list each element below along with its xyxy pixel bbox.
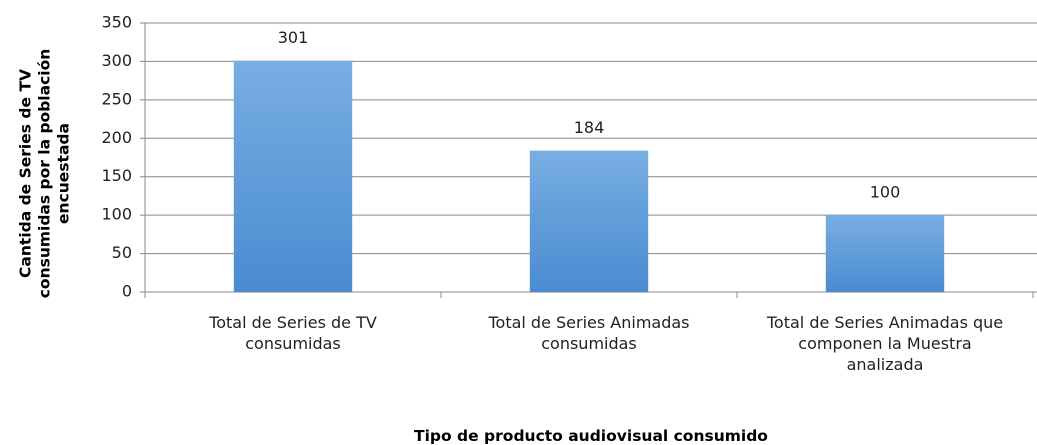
x-tick-label: Total de Series de TV consumidas — [209, 313, 377, 353]
x-tick-label: Total de Series Animadas que componen la… — [766, 313, 1004, 374]
y-axis-title: Cantida de Series de TV consumidas por l… — [16, 48, 73, 299]
y-tick-label: 50 — [112, 243, 132, 262]
y-tick-label: 350 — [101, 13, 132, 32]
y-tick-label: 100 — [101, 205, 132, 224]
x-axis-title: Tipo de producto audiovisual consumido — [414, 427, 768, 445]
y-tick-label: 150 — [101, 166, 132, 185]
y-tick-label: 0 — [122, 282, 132, 301]
x-tick-label: Total de Series Animadas consumidas — [488, 313, 690, 353]
data-label: 184 — [574, 118, 605, 137]
y-tick-label: 250 — [101, 89, 132, 108]
data-label: 100 — [870, 183, 901, 202]
data-label: 301 — [278, 28, 309, 47]
bar — [825, 215, 945, 292]
y-tick-label: 200 — [101, 128, 132, 147]
bar — [529, 150, 649, 292]
y-tick-label: 300 — [101, 51, 132, 70]
bar — [233, 60, 353, 292]
